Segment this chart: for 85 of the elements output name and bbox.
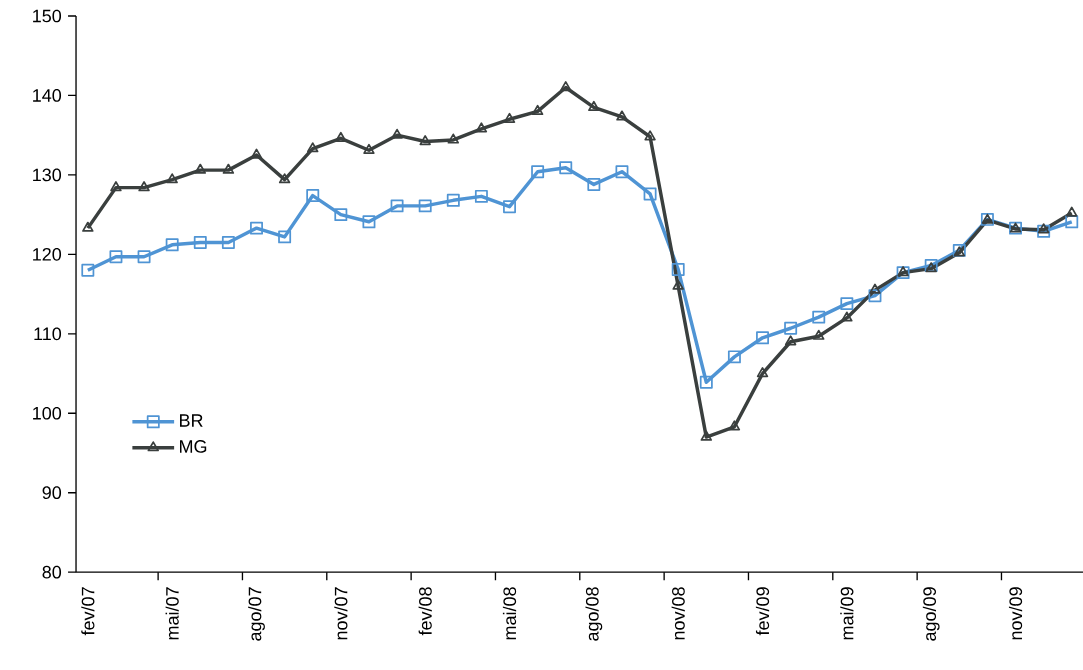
point — [587, 177, 601, 191]
point — [588, 100, 600, 111]
point — [194, 163, 207, 174]
point — [250, 148, 263, 159]
x-tick-label: fev/09 — [755, 587, 770, 636]
point — [475, 122, 488, 133]
point — [447, 133, 460, 144]
point — [362, 215, 376, 229]
point — [840, 297, 854, 310]
point — [250, 221, 263, 235]
x-tick-label: fev/08 — [418, 587, 432, 636]
x-tick-label: nov/09 — [1008, 587, 1023, 640]
x-tick-label: mai/09 — [840, 587, 854, 640]
point — [334, 208, 348, 222]
point — [756, 331, 769, 345]
y-tick-label: 120 — [33, 247, 62, 261]
point — [503, 112, 516, 123]
point — [193, 235, 207, 249]
y-tick-label: 110 — [34, 327, 62, 341]
point — [391, 128, 403, 139]
x-tick-label: ago/09 — [922, 587, 940, 641]
point — [137, 250, 151, 264]
point — [560, 80, 572, 92]
point — [474, 189, 488, 203]
point — [165, 238, 179, 252]
point — [221, 235, 235, 249]
y-tick-label: 130 — [33, 168, 62, 182]
x-tick-label: ago/08 — [585, 587, 603, 641]
y-tick-label: 150 — [33, 9, 62, 23]
point — [699, 375, 713, 389]
point — [700, 430, 713, 441]
legend-label: BR — [180, 414, 203, 427]
x-tick-label: ago/07 — [248, 587, 265, 641]
point — [559, 161, 573, 175]
point — [531, 165, 545, 179]
point — [81, 263, 95, 277]
point — [784, 321, 798, 335]
point — [615, 165, 629, 179]
point — [672, 279, 684, 290]
point — [110, 181, 122, 192]
point — [671, 262, 685, 276]
point — [363, 143, 375, 154]
point — [727, 350, 741, 364]
point — [166, 173, 178, 184]
point — [335, 131, 347, 142]
point — [278, 230, 292, 244]
y-tick-label: 140 — [33, 88, 62, 102]
point — [728, 420, 741, 431]
point — [418, 199, 432, 213]
point — [868, 289, 882, 303]
point — [924, 258, 938, 272]
point — [278, 173, 291, 184]
point — [841, 311, 853, 322]
point — [1037, 224, 1051, 238]
x-tick-label: nov/08 — [671, 587, 685, 640]
y-tick-label: 90 — [42, 486, 62, 499]
x-tick-label: nov/07 — [334, 587, 348, 640]
point — [307, 142, 319, 153]
point — [390, 199, 404, 213]
point — [756, 366, 769, 378]
point — [82, 221, 94, 232]
point — [503, 200, 516, 214]
point — [1037, 223, 1050, 234]
point — [306, 189, 320, 202]
y-tick-label: 100 — [33, 406, 62, 420]
x-tick-label: mai/07 — [165, 587, 179, 640]
x-tick-label: mai/08 — [502, 587, 517, 640]
x-tick-label: fev/07 — [81, 587, 95, 636]
point — [644, 130, 656, 141]
point — [109, 250, 123, 264]
point — [222, 163, 235, 174]
point — [813, 329, 825, 340]
point — [869, 283, 881, 294]
point — [1066, 206, 1078, 217]
legend-label: MG — [180, 439, 207, 453]
point — [531, 104, 544, 115]
point — [419, 134, 431, 146]
point — [784, 335, 797, 346]
point — [616, 110, 628, 121]
point — [925, 262, 937, 273]
point — [643, 187, 657, 201]
y-tick-label: 80 — [42, 565, 62, 579]
point — [812, 310, 826, 324]
point — [138, 181, 150, 192]
point — [446, 193, 460, 207]
